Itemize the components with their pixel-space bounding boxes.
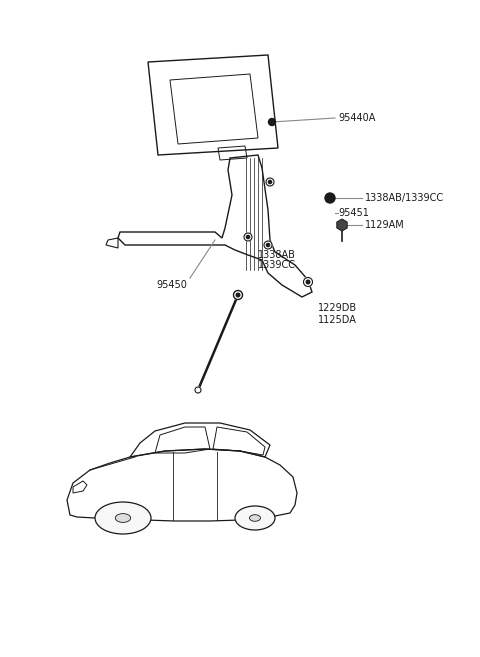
Circle shape: [266, 178, 274, 186]
Circle shape: [244, 233, 252, 241]
Text: 1125DA: 1125DA: [318, 315, 357, 325]
Ellipse shape: [115, 514, 131, 522]
Text: 95451: 95451: [338, 208, 369, 218]
Ellipse shape: [235, 506, 275, 530]
Circle shape: [233, 290, 242, 300]
Text: 1129AM: 1129AM: [365, 220, 405, 230]
Circle shape: [268, 181, 272, 183]
Circle shape: [246, 235, 250, 238]
Circle shape: [306, 280, 310, 284]
Text: 1338AB: 1338AB: [258, 250, 296, 260]
Circle shape: [195, 387, 201, 393]
Text: 1338AB/1339CC: 1338AB/1339CC: [365, 193, 444, 203]
Text: 95440A: 95440A: [338, 113, 375, 123]
Circle shape: [303, 277, 312, 286]
Text: 1339CC: 1339CC: [258, 260, 296, 270]
Polygon shape: [337, 219, 347, 231]
Circle shape: [268, 118, 276, 125]
Ellipse shape: [250, 514, 261, 521]
Circle shape: [264, 241, 272, 249]
Circle shape: [325, 193, 335, 203]
Circle shape: [236, 293, 240, 297]
Ellipse shape: [95, 502, 151, 534]
Circle shape: [266, 243, 270, 246]
Text: 1229DB: 1229DB: [318, 303, 357, 313]
Text: 95450: 95450: [156, 280, 187, 290]
